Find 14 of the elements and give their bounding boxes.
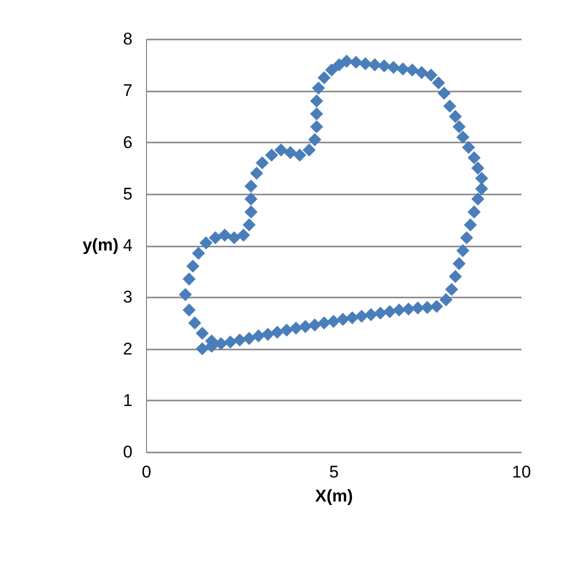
- x-axis-title: X(m): [315, 486, 353, 506]
- x-tick-label: 0: [142, 462, 152, 482]
- y-tick-label: 5: [123, 184, 132, 204]
- y-tick-label: 7: [123, 81, 132, 100]
- y-axis-title: y(m): [82, 236, 118, 254]
- y-tick-label: 0: [123, 442, 132, 462]
- y-tick-label: 6: [123, 132, 132, 152]
- y-tick-label: 8: [123, 30, 132, 48]
- y-tick-label: 1: [123, 390, 132, 410]
- y-tick-label: 4: [123, 236, 132, 255]
- x-tick-label: 10: [512, 462, 531, 482]
- y-tick-label: 2: [123, 339, 132, 358]
- x-tick-label: 5: [329, 462, 339, 482]
- y-tick-label: 3: [123, 288, 132, 307]
